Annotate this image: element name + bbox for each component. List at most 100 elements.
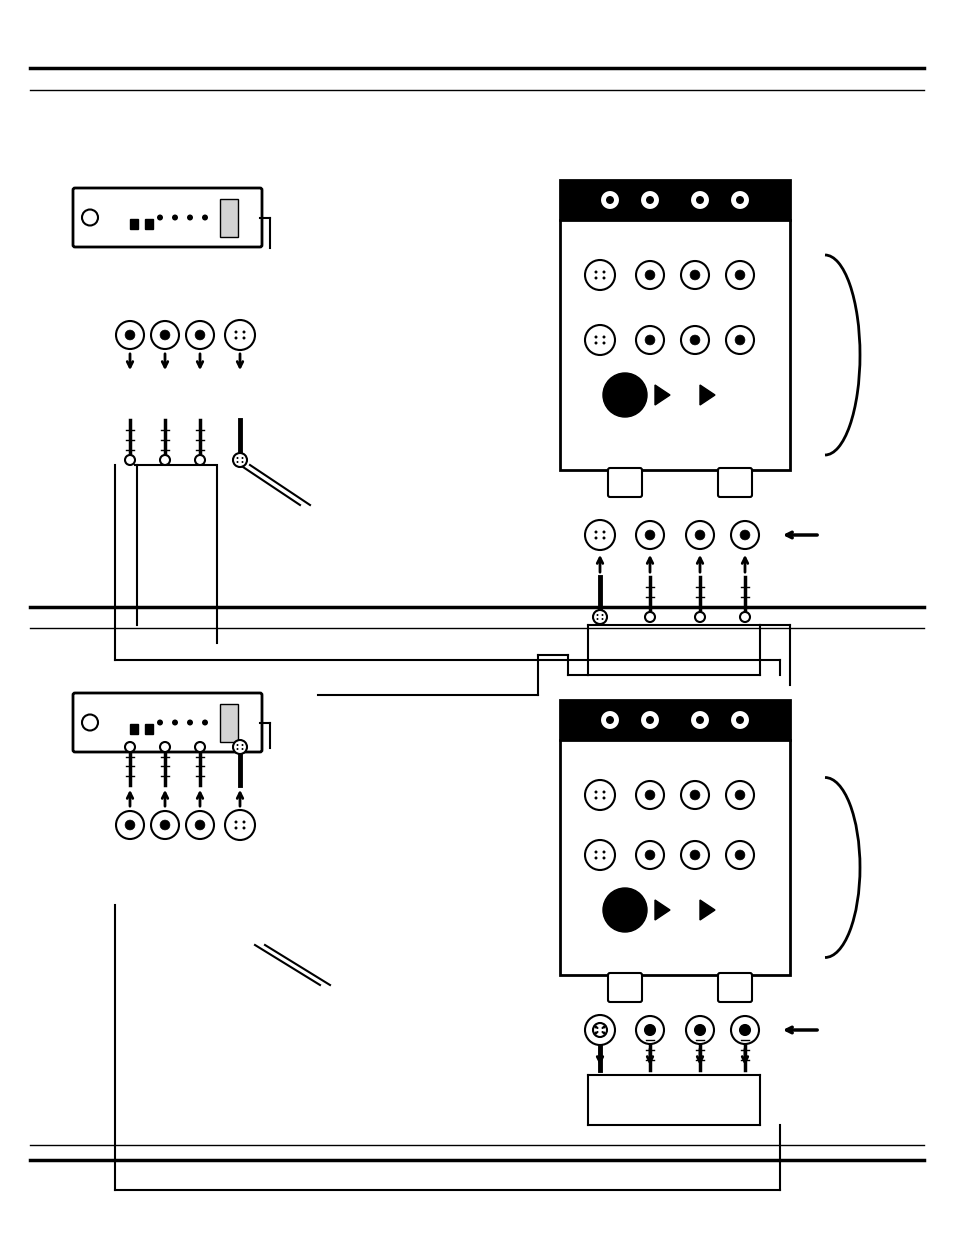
Circle shape xyxy=(601,618,603,620)
Bar xyxy=(559,700,789,740)
FancyBboxPatch shape xyxy=(718,973,751,1002)
Circle shape xyxy=(602,336,605,338)
Circle shape xyxy=(602,277,605,279)
Circle shape xyxy=(740,613,749,622)
Circle shape xyxy=(584,261,615,290)
Circle shape xyxy=(596,1031,598,1032)
Circle shape xyxy=(602,857,605,860)
Circle shape xyxy=(689,850,700,860)
Circle shape xyxy=(584,781,615,810)
Bar xyxy=(130,724,138,734)
Bar xyxy=(145,219,152,228)
Polygon shape xyxy=(655,385,669,405)
Circle shape xyxy=(602,536,605,540)
Circle shape xyxy=(125,820,134,830)
Circle shape xyxy=(680,326,708,354)
Circle shape xyxy=(602,888,646,932)
Circle shape xyxy=(735,335,744,345)
Bar xyxy=(145,724,152,734)
Circle shape xyxy=(242,331,245,333)
Circle shape xyxy=(680,261,708,289)
Circle shape xyxy=(695,613,704,622)
Circle shape xyxy=(725,326,753,354)
Circle shape xyxy=(594,277,597,279)
FancyBboxPatch shape xyxy=(718,468,751,496)
Circle shape xyxy=(594,270,597,273)
Circle shape xyxy=(730,1016,759,1044)
Circle shape xyxy=(225,320,254,350)
Circle shape xyxy=(233,453,247,467)
Circle shape xyxy=(602,342,605,345)
Circle shape xyxy=(689,710,709,730)
Circle shape xyxy=(236,461,238,463)
Circle shape xyxy=(730,521,759,550)
Circle shape xyxy=(594,857,597,860)
Circle shape xyxy=(644,530,654,540)
Circle shape xyxy=(696,716,703,724)
Circle shape xyxy=(172,720,178,725)
Circle shape xyxy=(594,797,597,799)
Polygon shape xyxy=(655,900,669,920)
Circle shape xyxy=(596,614,598,616)
Circle shape xyxy=(584,520,615,550)
Circle shape xyxy=(236,457,238,459)
Circle shape xyxy=(740,1025,749,1035)
Circle shape xyxy=(636,1016,663,1044)
Polygon shape xyxy=(700,900,714,920)
Circle shape xyxy=(594,790,597,794)
Circle shape xyxy=(644,1025,654,1035)
FancyBboxPatch shape xyxy=(73,693,262,752)
Circle shape xyxy=(695,530,704,540)
Circle shape xyxy=(157,720,163,725)
Circle shape xyxy=(602,790,605,794)
Circle shape xyxy=(116,811,144,839)
Circle shape xyxy=(236,748,238,750)
Circle shape xyxy=(82,210,98,226)
Circle shape xyxy=(636,781,663,809)
Circle shape xyxy=(151,811,179,839)
Polygon shape xyxy=(700,385,714,405)
Circle shape xyxy=(602,1031,605,1035)
Circle shape xyxy=(725,781,753,809)
Circle shape xyxy=(594,851,597,853)
Circle shape xyxy=(639,190,659,210)
Circle shape xyxy=(735,790,744,800)
Circle shape xyxy=(680,841,708,869)
Circle shape xyxy=(645,196,654,204)
Circle shape xyxy=(596,618,598,620)
Circle shape xyxy=(584,325,615,354)
Circle shape xyxy=(594,336,597,338)
Circle shape xyxy=(689,790,700,800)
Circle shape xyxy=(685,521,713,550)
Circle shape xyxy=(644,1025,655,1035)
Circle shape xyxy=(236,743,238,746)
Circle shape xyxy=(689,335,700,345)
Circle shape xyxy=(233,740,247,755)
Circle shape xyxy=(82,715,98,730)
Circle shape xyxy=(160,330,170,340)
Circle shape xyxy=(234,826,237,830)
Circle shape xyxy=(160,820,170,830)
Bar xyxy=(130,219,138,228)
Circle shape xyxy=(599,710,619,730)
Circle shape xyxy=(644,850,654,860)
Circle shape xyxy=(636,261,663,289)
Circle shape xyxy=(194,454,205,466)
Circle shape xyxy=(740,530,749,540)
FancyBboxPatch shape xyxy=(73,188,262,247)
Circle shape xyxy=(594,531,597,534)
Circle shape xyxy=(151,321,179,350)
Circle shape xyxy=(685,1016,713,1044)
Circle shape xyxy=(157,215,163,221)
Circle shape xyxy=(195,820,205,830)
Circle shape xyxy=(601,1028,603,1029)
Circle shape xyxy=(599,190,619,210)
Circle shape xyxy=(160,742,170,752)
Circle shape xyxy=(689,190,709,210)
Bar xyxy=(559,220,789,471)
Circle shape xyxy=(242,820,245,824)
Circle shape xyxy=(695,1025,704,1035)
Circle shape xyxy=(735,196,743,204)
Circle shape xyxy=(234,820,237,824)
Circle shape xyxy=(605,716,614,724)
